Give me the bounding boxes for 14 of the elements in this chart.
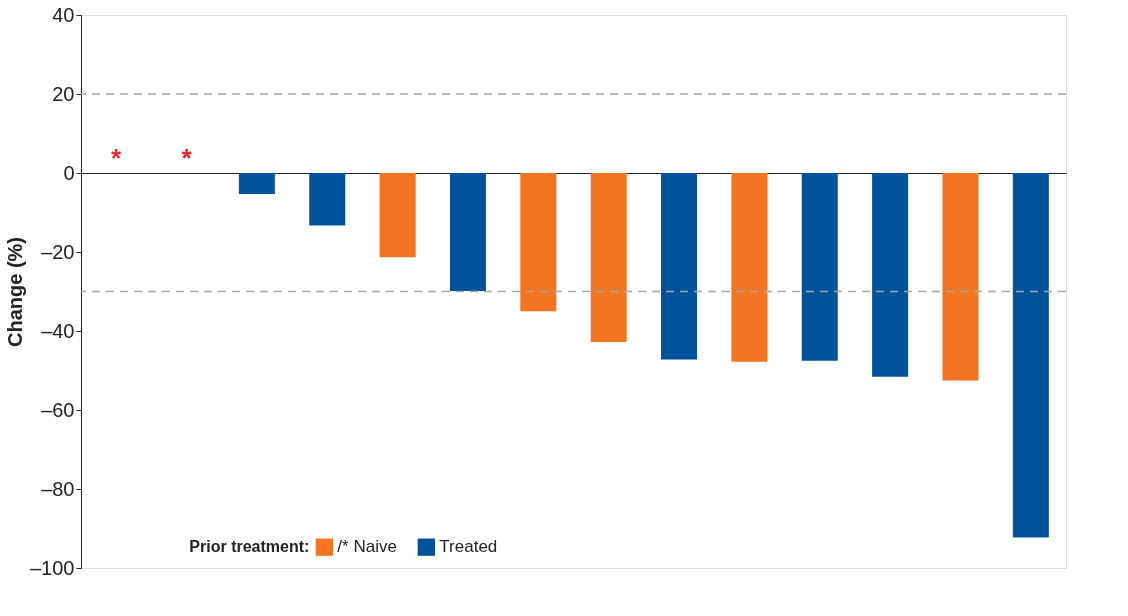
y-tick-label: –40 <box>41 319 75 342</box>
data-label: * <box>181 143 193 173</box>
y-tick-label: 40 <box>52 3 75 26</box>
y-tick-label: –80 <box>41 477 75 500</box>
legend-label: Treated <box>439 537 498 557</box>
data-label: * <box>111 143 123 173</box>
y-tick-label: –60 <box>41 398 75 421</box>
y-axis-title: Change (%) <box>4 237 27 347</box>
y-tick-label: 0 <box>63 161 75 184</box>
y-tick-label: 20 <box>52 82 75 105</box>
y-tick-label: –20 <box>41 240 75 263</box>
legend-label: /* Naive <box>337 537 397 557</box>
legend-title: Prior treatment: <box>189 538 310 555</box>
y-tick-label: –100 <box>30 556 75 579</box>
